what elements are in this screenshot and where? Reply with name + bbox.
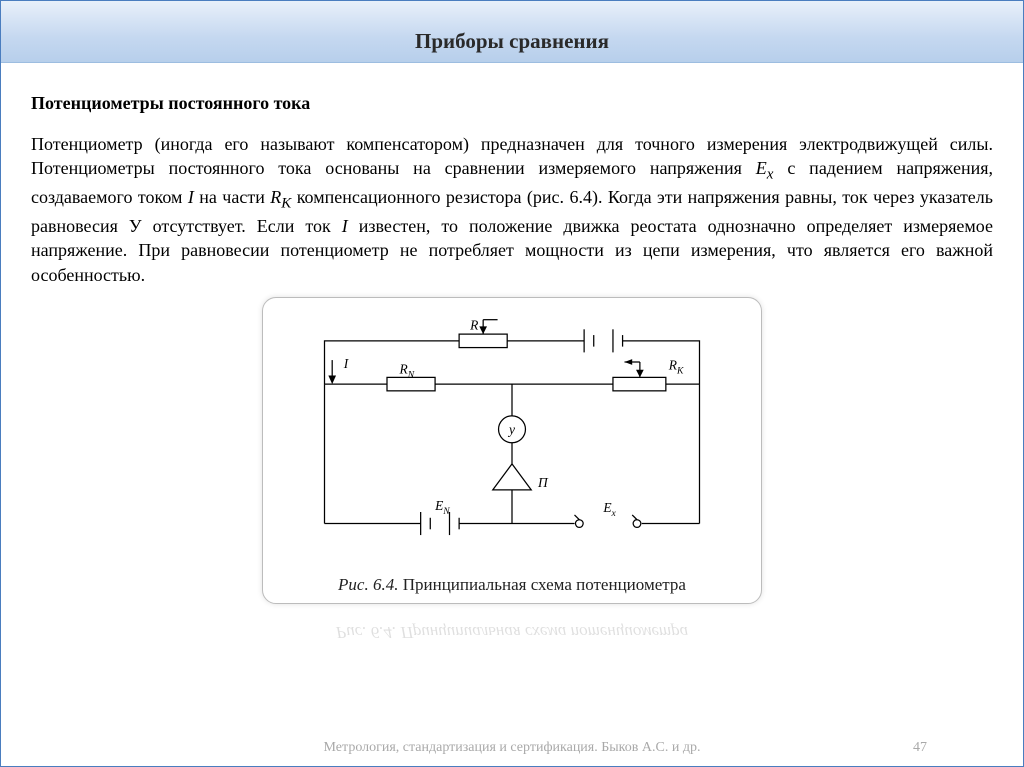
para-text: на части <box>194 187 270 207</box>
title-band: Приборы сравнения <box>1 1 1023 63</box>
var-Rk-sub: K <box>281 196 291 212</box>
figure-caption: Рис. 6.4. Принципиальная схема потенциом… <box>277 575 747 595</box>
figure-reflection: Рис. 6.4. Принципиальная схема потенциом… <box>262 608 762 642</box>
var-Ex-base: E <box>756 158 767 178</box>
lbl-Ex: Ex <box>602 500 616 519</box>
caption-num: Рис. 6.4. <box>338 575 398 594</box>
var-Ex: Ex <box>756 158 774 178</box>
slide: Приборы сравнения Потенциометры постоянн… <box>0 0 1024 767</box>
circuit-diagram: R I RN RK y П EN Ex <box>277 312 747 562</box>
figure-box: R I RN RK y П EN Ex Рис. 6.4. Принципиал… <box>262 297 762 604</box>
footer-text: Метрология, стандартизация и сертификаци… <box>1 740 1023 756</box>
var-Rk-base: R <box>270 187 281 207</box>
lbl-I: I <box>343 356 349 371</box>
lbl-R: R <box>469 317 478 332</box>
lbl-RK: RK <box>668 358 684 377</box>
reflection-num: Рис. 6.4. <box>336 623 396 642</box>
page-title: Приборы сравнения <box>415 29 609 54</box>
paragraph: Потенциометр (иногда его называют компен… <box>31 132 993 287</box>
lbl-Pi: П <box>537 475 549 490</box>
lbl-y: y <box>507 422 515 437</box>
figure-wrap: R I RN RK y П EN Ex Рис. 6.4. Принципиал… <box>31 297 993 642</box>
page-number: 47 <box>913 740 927 756</box>
var-Rk: RK <box>270 187 291 207</box>
reflection-text: Принципиальная схема потенциометра <box>396 623 688 642</box>
lbl-EN: EN <box>434 498 450 517</box>
body: Потенциометры постоянного тока Потенциом… <box>1 63 1023 642</box>
caption-text: Принципиальная схема потенциометра <box>398 575 685 594</box>
section-heading: Потенциометры постоянного тока <box>31 93 993 114</box>
